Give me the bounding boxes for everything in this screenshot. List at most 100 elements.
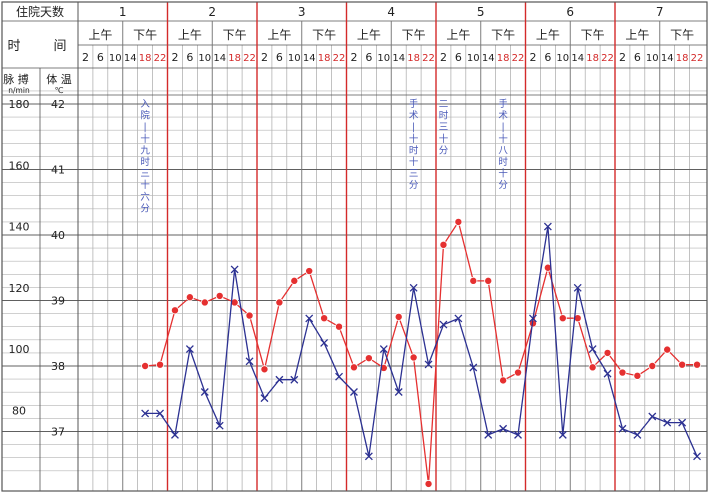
temperature-point	[678, 360, 687, 369]
temperature-point	[439, 240, 448, 249]
x-marker-stroke	[484, 430, 493, 439]
pulse-point	[558, 430, 567, 439]
pulse-point	[364, 452, 373, 461]
pulse-point	[305, 314, 314, 323]
pulse-point	[499, 424, 508, 433]
x-marker-stroke	[454, 314, 463, 323]
pulse-point	[170, 430, 179, 439]
hour-label: 10	[556, 53, 569, 64]
am-label: 上午	[88, 28, 112, 42]
temperature-point	[170, 306, 179, 315]
pulse-point	[394, 388, 403, 396]
pulse-point	[335, 372, 344, 381]
pulse-line	[145, 226, 698, 457]
x-marker-stroke	[156, 409, 165, 418]
hour-label: 22	[422, 53, 435, 64]
temperature-point	[275, 298, 284, 307]
pulse-point	[469, 363, 478, 372]
am-label: 上午	[536, 28, 560, 42]
pulse-point	[230, 265, 239, 274]
temperature-point	[454, 217, 463, 226]
temperature-point	[663, 345, 672, 354]
x-marker-stroke	[528, 314, 537, 323]
pm-label: 下午	[312, 28, 336, 42]
hour-label: 2	[350, 51, 357, 64]
x-marker-stroke	[200, 388, 209, 396]
am-label: 上午	[178, 28, 202, 42]
pulse-point	[215, 421, 224, 430]
x-marker-stroke	[558, 430, 567, 439]
x-marker-stroke	[573, 283, 582, 292]
time-label: 间	[53, 39, 66, 54]
temperature-point	[558, 314, 567, 323]
hour-label: 14	[571, 53, 584, 64]
day-number: 6	[566, 5, 574, 19]
pulse-point	[663, 418, 672, 427]
day-number: 7	[656, 5, 664, 19]
pulse-point	[424, 360, 433, 369]
x-marker-stroke	[215, 421, 224, 430]
hour-label: 14	[213, 53, 226, 64]
x-marker-stroke	[364, 452, 373, 461]
pulse-tick-label: 80	[12, 404, 26, 417]
pulse-point	[528, 314, 537, 323]
temperature-point	[424, 479, 433, 488]
temperature-point	[245, 311, 254, 320]
day-number: 3	[298, 5, 306, 19]
x-marker-stroke	[543, 222, 552, 231]
x-marker-stroke	[693, 452, 702, 461]
pulse-axis-label: 脉 搏	[3, 72, 29, 86]
day-number: 4	[387, 5, 395, 19]
hour-label: 2	[261, 51, 268, 64]
hour-label: 14	[392, 53, 405, 64]
pulse-point	[484, 430, 493, 439]
hour-label: 18	[318, 53, 331, 64]
pulse-point	[648, 412, 657, 421]
pm-label: 下午	[581, 28, 605, 42]
temp-axis-label: 体 温	[46, 72, 72, 86]
temperature-point	[394, 312, 403, 321]
pulse-point	[141, 409, 150, 418]
temperature-point	[469, 276, 478, 285]
am-label: 上午	[267, 28, 291, 42]
hour-label: 2	[171, 51, 178, 64]
temperature-point	[349, 363, 358, 372]
hour-label: 2	[440, 51, 447, 64]
day-number: 1	[119, 5, 127, 19]
pulse-point	[409, 283, 418, 292]
hour-label: 2	[82, 51, 89, 64]
x-marker-stroke	[409, 283, 418, 292]
pulse-point	[454, 314, 463, 323]
pulse-unit: n/min	[8, 86, 30, 95]
pulse-point	[200, 388, 209, 396]
temp-tick-label: 40	[51, 229, 65, 242]
x-marker-stroke	[230, 265, 239, 274]
x-marker-stroke	[335, 372, 344, 381]
x-marker-stroke	[290, 375, 299, 384]
x-marker-stroke	[245, 357, 254, 366]
x-marker-stroke	[499, 424, 508, 433]
pulse-tick-label: 180	[9, 98, 30, 111]
pulse-point	[349, 388, 358, 396]
temperature-point	[484, 276, 493, 285]
hour-label: 18	[139, 53, 152, 64]
x-marker-stroke	[678, 418, 687, 427]
x-marker-stroke	[141, 409, 150, 418]
x-marker-stroke	[349, 388, 358, 396]
am-label: 上午	[446, 28, 470, 42]
x-marker-stroke	[663, 418, 672, 427]
event-annotation: 手术|十八时十分	[498, 98, 508, 191]
hour-label: 6	[186, 51, 193, 64]
pulse-point	[573, 283, 582, 292]
time-label: 时	[7, 39, 20, 54]
temperature-point	[305, 267, 314, 276]
hour-label: 2	[529, 51, 536, 64]
hour-label: 22	[691, 53, 704, 64]
event-annotation: 手术|十时十三分	[409, 98, 419, 191]
temp-tick-label: 37	[51, 426, 65, 439]
pulse-point	[633, 430, 642, 439]
pulse-point	[156, 409, 165, 418]
temperature-point	[603, 348, 612, 357]
event-annotation: 入院|十九时三十六分	[140, 99, 150, 214]
